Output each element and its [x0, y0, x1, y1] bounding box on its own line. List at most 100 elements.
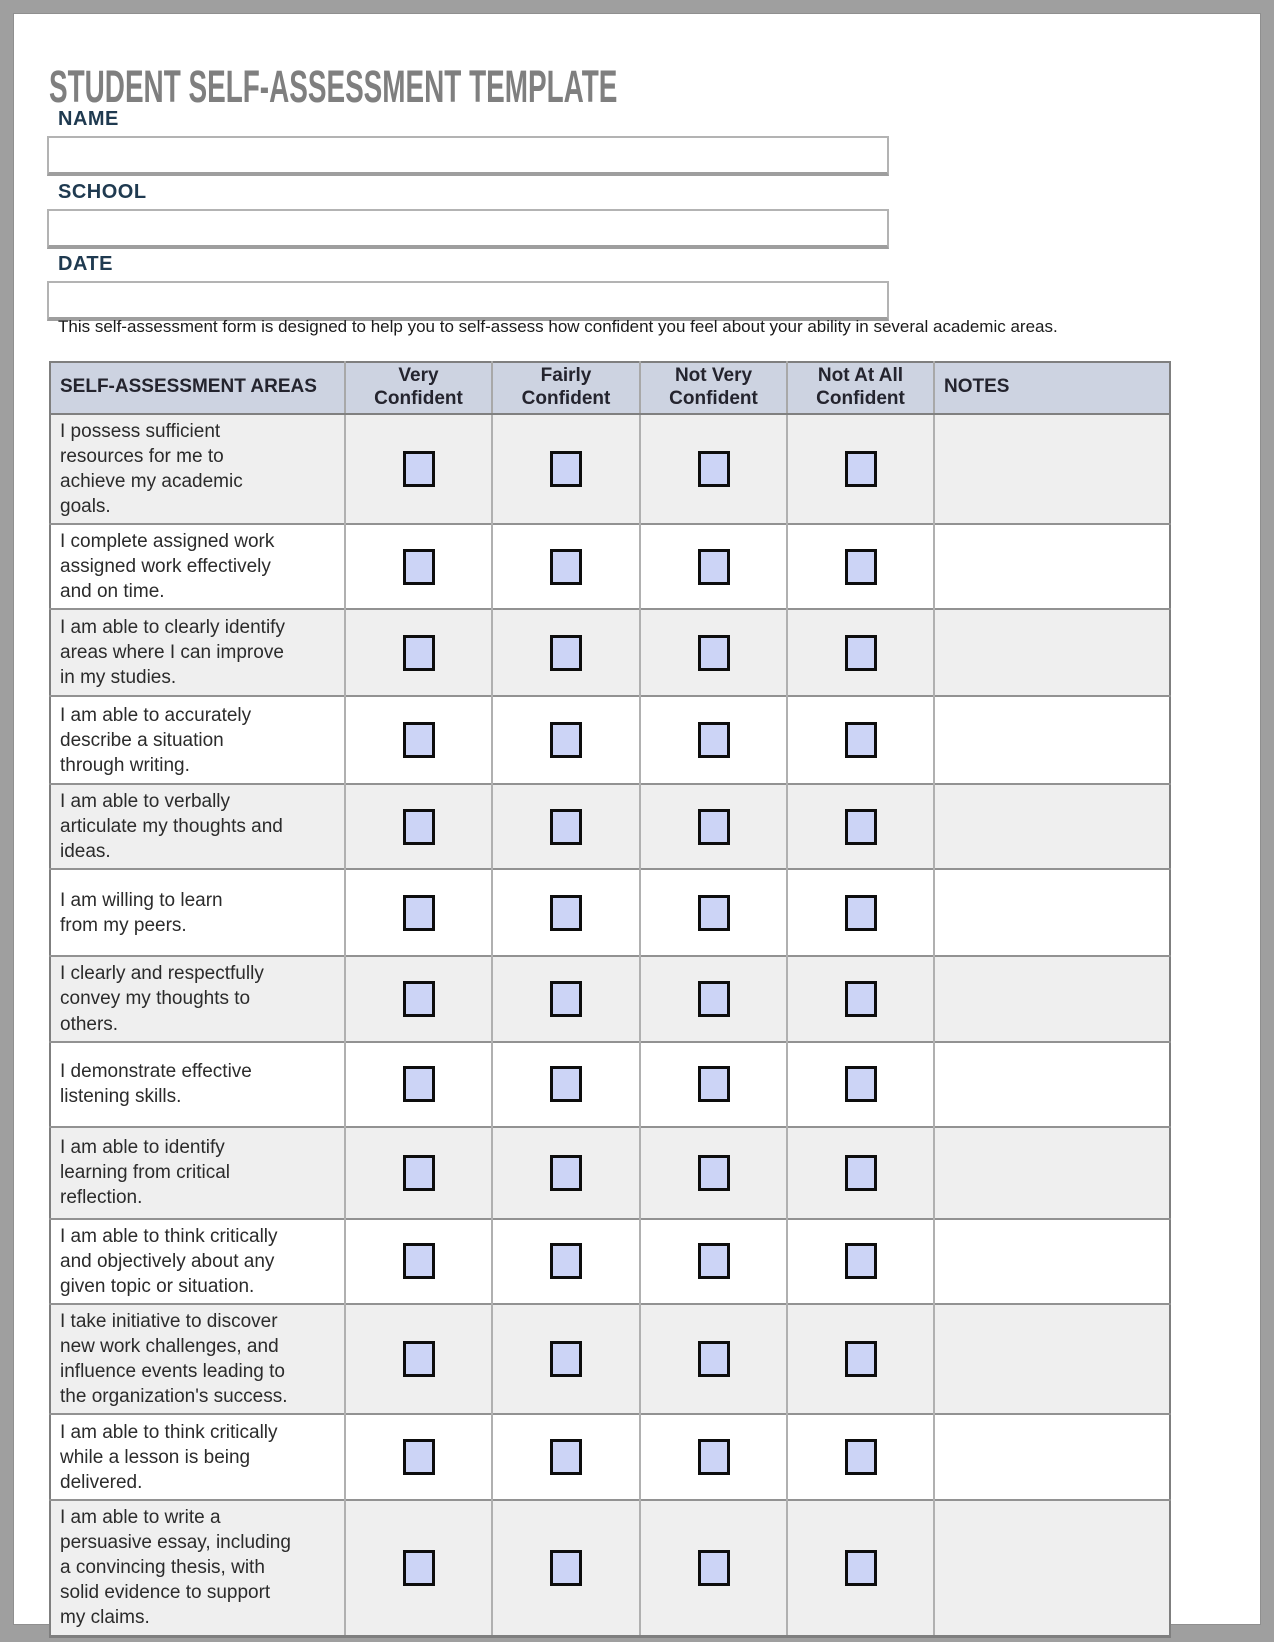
notes-cell[interactable] — [933, 695, 1170, 785]
confidence-checkbox-3[interactable] — [697, 808, 730, 845]
confidence-checkbox-4[interactable] — [844, 1439, 877, 1476]
notes-cell[interactable] — [933, 1413, 1170, 1501]
checkbox-cell — [344, 1413, 492, 1501]
confidence-checkbox-3[interactable] — [697, 548, 730, 585]
notes-cell[interactable] — [933, 783, 1170, 870]
confidence-checkbox-1[interactable] — [402, 1066, 435, 1103]
confidence-checkbox-1[interactable] — [402, 1341, 435, 1377]
confidence-checkbox-1[interactable] — [402, 450, 435, 487]
checkbox-cell — [639, 1302, 787, 1415]
document-page: STUDENT SELF-ASSESSMENT TEMPLATE NAME SC… — [13, 13, 1261, 1638]
confidence-checkbox-3[interactable] — [697, 450, 730, 487]
confidence-checkbox-2[interactable] — [550, 980, 582, 1017]
confidence-checkbox-3[interactable] — [697, 722, 730, 759]
confidence-checkbox-1[interactable] — [402, 808, 435, 845]
notes-cell[interactable] — [933, 1040, 1170, 1127]
confidence-checkbox-1[interactable] — [402, 548, 435, 585]
confidence-checkbox-2[interactable] — [550, 450, 582, 487]
table-row: I take initiative to discover new work c… — [50, 1302, 1170, 1415]
notes-cell[interactable] — [933, 1125, 1170, 1219]
confidence-checkbox-3[interactable] — [697, 1439, 730, 1476]
confidence-checkbox-4[interactable] — [844, 1341, 877, 1377]
checkbox-cell — [786, 1217, 934, 1304]
confidence-checkbox-3[interactable] — [697, 1066, 730, 1103]
checkbox-cell — [491, 783, 640, 870]
confidence-checkbox-4[interactable] — [844, 1154, 877, 1191]
name-input[interactable] — [47, 136, 889, 176]
table-row: I am able to clearly identify areas wher… — [50, 608, 1170, 697]
confidence-checkbox-3[interactable] — [697, 1549, 730, 1586]
checkbox-cell — [639, 1040, 787, 1127]
assessment-table-body: I possess sufficient resources for me to… — [50, 412, 1170, 1637]
confidence-checkbox-4[interactable] — [844, 450, 877, 487]
confidence-checkbox-2[interactable] — [550, 1154, 582, 1191]
confidence-checkbox-2[interactable] — [550, 1341, 582, 1377]
notes-cell[interactable] — [933, 412, 1170, 524]
checkbox-cell — [491, 1302, 640, 1415]
school-input[interactable] — [47, 209, 889, 249]
notes-cell[interactable] — [933, 522, 1170, 610]
assessment-area-text: I complete assigned work assigned work e… — [50, 522, 345, 610]
table-row: I am able to identify learning from crit… — [50, 1125, 1170, 1219]
confidence-checkbox-4[interactable] — [844, 548, 877, 585]
column-header-areas: SELF-ASSESSMENT AREAS — [50, 362, 345, 415]
notes-cell[interactable] — [933, 955, 1170, 1042]
notes-cell[interactable] — [933, 1302, 1170, 1415]
column-header-fairly-confident: Fairly Confident — [491, 362, 640, 415]
notes-cell[interactable] — [933, 608, 1170, 697]
confidence-checkbox-3[interactable] — [697, 1243, 730, 1280]
confidence-checkbox-4[interactable] — [844, 634, 877, 671]
checkbox-cell — [491, 1125, 640, 1219]
checkbox-cell — [639, 695, 787, 785]
confidence-checkbox-2[interactable] — [550, 1439, 582, 1476]
checkbox-cell — [491, 1217, 640, 1304]
confidence-checkbox-4[interactable] — [844, 808, 877, 845]
confidence-checkbox-3[interactable] — [697, 894, 730, 931]
checkbox-cell — [786, 608, 934, 697]
confidence-checkbox-2[interactable] — [550, 894, 582, 931]
checkbox-cell — [344, 1217, 492, 1304]
confidence-checkbox-1[interactable] — [402, 722, 435, 759]
confidence-checkbox-2[interactable] — [550, 1243, 582, 1280]
confidence-checkbox-3[interactable] — [697, 1341, 730, 1377]
checkbox-cell — [639, 783, 787, 870]
confidence-checkbox-2[interactable] — [550, 548, 582, 585]
confidence-checkbox-2[interactable] — [550, 634, 582, 671]
checkbox-cell — [786, 695, 934, 785]
checkbox-cell — [786, 522, 934, 610]
notes-cell[interactable] — [933, 1499, 1170, 1637]
confidence-checkbox-4[interactable] — [844, 894, 877, 931]
confidence-checkbox-4[interactable] — [844, 1243, 877, 1280]
confidence-checkbox-4[interactable] — [844, 980, 877, 1017]
confidence-checkbox-3[interactable] — [697, 1154, 730, 1191]
table-row: I am able to verbally articulate my thou… — [50, 783, 1170, 870]
confidence-checkbox-4[interactable] — [844, 1066, 877, 1103]
confidence-checkbox-1[interactable] — [402, 1154, 435, 1191]
confidence-checkbox-2[interactable] — [550, 722, 582, 759]
confidence-checkbox-2[interactable] — [550, 808, 582, 845]
date-input[interactable] — [47, 281, 889, 321]
table-header-row: SELF-ASSESSMENT AREAS Very Confident Fai… — [50, 362, 1170, 415]
confidence-checkbox-3[interactable] — [697, 980, 730, 1017]
notes-cell[interactable] — [933, 1217, 1170, 1304]
confidence-checkbox-2[interactable] — [550, 1066, 582, 1103]
checkbox-cell — [344, 783, 492, 870]
assessment-area-text: I am able to think critically while a le… — [50, 1413, 345, 1501]
checkbox-cell — [491, 412, 640, 524]
confidence-checkbox-4[interactable] — [844, 722, 877, 759]
notes-cell[interactable] — [933, 868, 1170, 957]
confidence-checkbox-1[interactable] — [402, 1549, 435, 1586]
confidence-checkbox-1[interactable] — [402, 894, 435, 931]
confidence-checkbox-1[interactable] — [402, 634, 435, 671]
confidence-checkbox-1[interactable] — [402, 1243, 435, 1280]
checkbox-cell — [786, 1302, 934, 1415]
confidence-checkbox-2[interactable] — [550, 1549, 582, 1586]
confidence-checkbox-1[interactable] — [402, 980, 435, 1017]
checkbox-cell — [491, 868, 640, 957]
confidence-checkbox-1[interactable] — [402, 1439, 435, 1476]
confidence-checkbox-4[interactable] — [844, 1549, 877, 1586]
assessment-area-text: I am willing to learn from my peers. — [50, 868, 345, 957]
assessment-area-text: I am able to accurately describe a situa… — [50, 695, 345, 785]
column-header-not-very-confident: Not Very Confident — [639, 362, 787, 415]
confidence-checkbox-3[interactable] — [697, 634, 730, 671]
